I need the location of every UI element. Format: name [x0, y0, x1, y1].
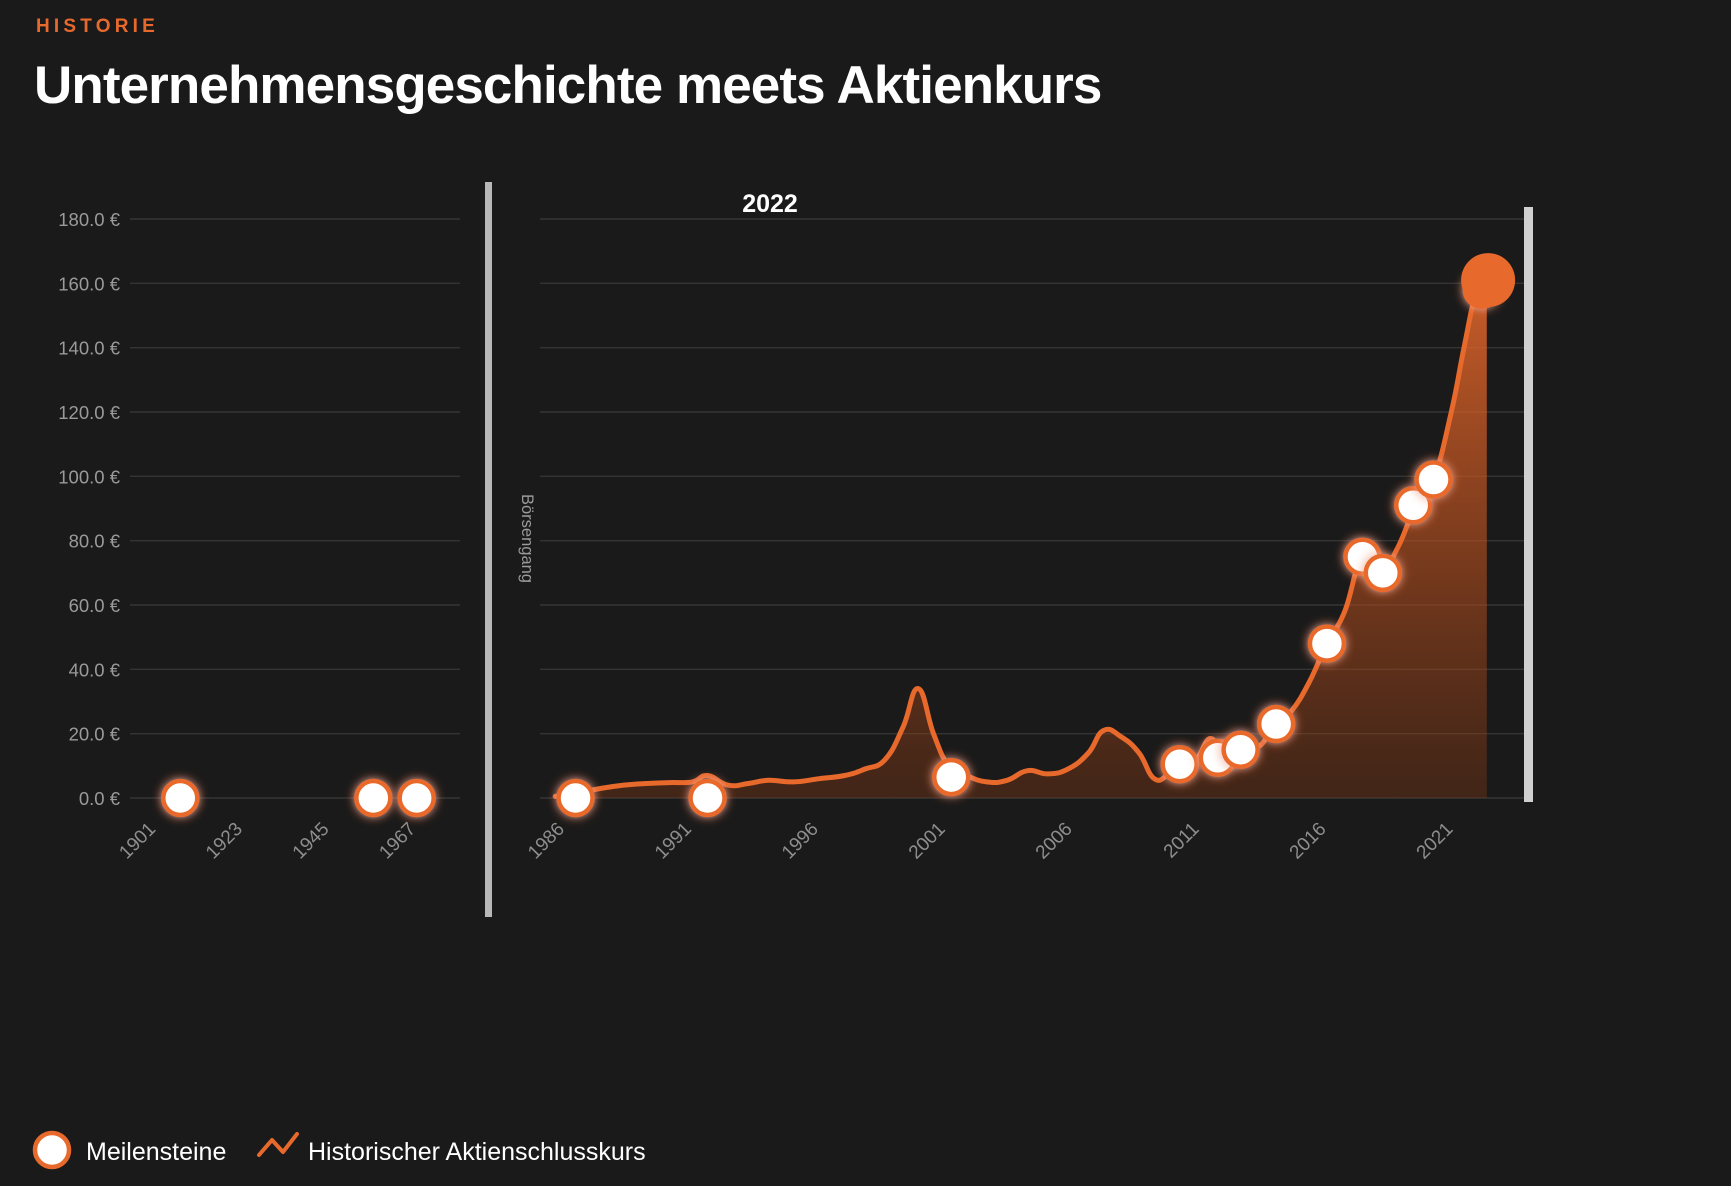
x-tick-label: 2016	[1286, 819, 1331, 864]
milestone-marker[interactable]	[1160, 744, 1199, 784]
x-tick-label: 1945	[289, 819, 334, 864]
milestone-marker[interactable]	[1363, 553, 1403, 593]
y-tick-label: 100.0 €	[58, 466, 120, 487]
price-area-fill	[555, 280, 1487, 799]
x-axis-tick-labels-stock: 1986 1991 1996 2001 2006 2011 2016 2021	[524, 819, 1457, 864]
y-tick-label: 80.0 €	[69, 531, 121, 552]
legend-label-price[interactable]: Historischer Aktienschlusskurs	[308, 1138, 646, 1166]
milestone-marker[interactable]	[1256, 704, 1296, 744]
milestone-marker[interactable]	[1393, 486, 1433, 525]
milestone-marker[interactable]	[354, 778, 393, 818]
x-tick-label: 1923	[202, 819, 247, 864]
milestone-marker[interactable]	[931, 757, 971, 797]
highlight-marker-2022[interactable]	[1461, 253, 1516, 308]
year-callout-label: 2022	[742, 190, 798, 218]
gridlines-historic	[130, 218, 460, 799]
milestone-marker[interactable]	[688, 778, 727, 818]
price-line	[552, 277, 1490, 799]
eyebrow-label: HISTORIE	[36, 16, 159, 37]
x-tick-label: 2001	[905, 819, 950, 864]
y-tick-label: 160.0 €	[58, 273, 120, 294]
milestone-marker[interactable]	[1221, 730, 1260, 769]
y-tick-label: 20.0 €	[69, 724, 121, 745]
highlight-dot[interactable]	[1461, 253, 1516, 308]
milestone-marker[interactable]	[397, 778, 436, 818]
x-tick-label: 2021	[1413, 819, 1458, 864]
line-zigzag-icon	[257, 1132, 299, 1157]
x-axis-tick-labels-historic: 1901 1923 1945 1967	[115, 819, 420, 864]
x-tick-label: 1901	[115, 819, 160, 864]
milestone-marker[interactable]	[556, 778, 595, 818]
y-tick-label: 60.0 €	[69, 595, 121, 616]
legend: Meilensteine Historischer Aktienschlussk…	[32, 1130, 646, 1170]
milestone-markers-historic[interactable]	[161, 778, 436, 818]
y-tick-label: 0.0 €	[79, 788, 121, 809]
milestone-marker[interactable]	[1307, 624, 1347, 663]
y-axis-tick-labels: 0.0 € 20.0 € 40.0 € 60.0 € 80.0 € 100.0 € 120.…	[58, 209, 120, 809]
ipo-divider-bar	[485, 182, 492, 917]
y-tick-label: 140.0 €	[58, 338, 120, 359]
x-tick-label: 1986	[524, 819, 569, 864]
milestone-marker[interactable]	[1414, 460, 1453, 499]
y-tick-label: 120.0 €	[58, 402, 120, 423]
x-tick-label: 2006	[1032, 819, 1077, 864]
x-tick-label: 1967	[375, 819, 420, 864]
y-tick-label: 180.0 €	[58, 209, 120, 230]
x-tick-label: 1991	[651, 819, 696, 864]
milestone-markers-stock[interactable]	[556, 270, 1502, 818]
legend-label-milestones[interactable]: Meilensteine	[86, 1138, 226, 1166]
x-tick-label: 2011	[1160, 819, 1204, 863]
ipo-axis-label: Börsengang	[518, 494, 536, 583]
page-title: Unternehmensgeschichte meets Aktienkurs	[34, 56, 1102, 115]
milestone-marker[interactable]	[161, 778, 200, 818]
end-divider-bar	[1524, 207, 1533, 802]
circle-marker-icon	[32, 1130, 72, 1170]
x-tick-label: 1996	[778, 819, 823, 864]
y-tick-label: 40.0 €	[69, 659, 121, 680]
